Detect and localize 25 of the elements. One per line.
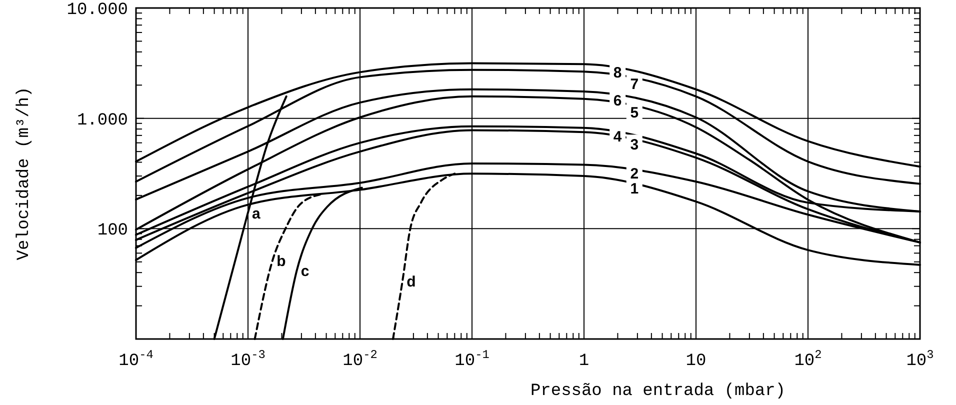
x-tick-label: 1 bbox=[578, 352, 590, 371]
x-tick-label: 10$^{3}$ bbox=[906, 348, 934, 371]
series-label: 2 bbox=[630, 165, 639, 182]
series-label: c bbox=[300, 263, 310, 280]
series-label: 7 bbox=[630, 76, 639, 93]
x-tick-label: 10 bbox=[686, 352, 706, 371]
series-label: 1 bbox=[630, 180, 639, 198]
y-tick-label: 100 bbox=[97, 222, 128, 241]
x-tick-label: 10$^{-3}$ bbox=[230, 348, 266, 371]
y-tick-label: 10.000 bbox=[66, 1, 128, 20]
series-label: 8 bbox=[613, 64, 622, 82]
x-tick-label: 10$^{-4}$ bbox=[118, 348, 154, 371]
x-axis-title: Pressão na entrada (mbar) bbox=[530, 382, 786, 401]
y-axis-title: Velocidade (m³/h) bbox=[15, 86, 34, 260]
series-label: 5 bbox=[630, 104, 639, 122]
y-tick-label: 1.000 bbox=[76, 111, 128, 130]
series-label: b bbox=[276, 253, 286, 270]
series-label: 6 bbox=[613, 92, 622, 110]
series-label: d bbox=[406, 273, 416, 290]
series-label: a bbox=[252, 206, 261, 223]
x-tick-label: 10$^{-2}$ bbox=[342, 348, 378, 371]
x-tick-label: 10$^{2}$ bbox=[794, 348, 822, 371]
series-label: 4 bbox=[613, 128, 622, 146]
series-label: 3 bbox=[630, 136, 639, 154]
x-tick-label: 10$^{-1}$ bbox=[454, 348, 490, 371]
